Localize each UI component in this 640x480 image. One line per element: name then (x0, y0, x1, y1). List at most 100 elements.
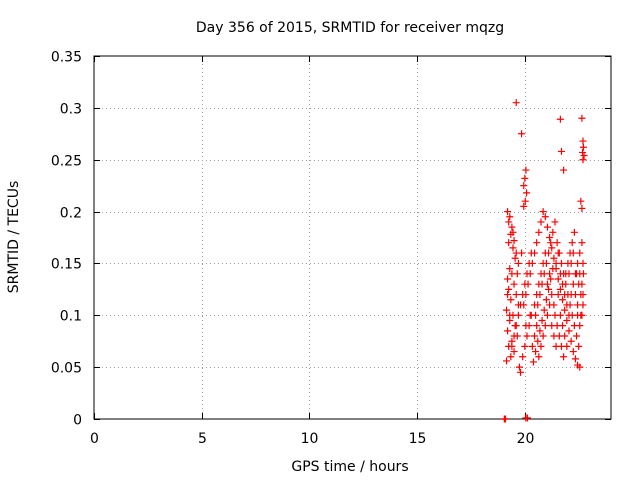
data-point (512, 99, 520, 107)
data-point (560, 353, 568, 361)
data-point (576, 249, 584, 257)
data-point (521, 174, 529, 182)
data-point (537, 342, 545, 350)
data-point (508, 342, 516, 350)
data-points (500, 99, 588, 423)
data-point (519, 353, 527, 361)
data-point (533, 322, 541, 330)
grid (94, 56, 611, 419)
axis-ticks: 0 0.05 0.1 0.15 0.2 0.25 0.3 0.35 0 5 10 15 20 (51, 50, 611, 447)
data-point (509, 244, 517, 252)
data-point (518, 249, 526, 257)
data-point (573, 332, 581, 340)
data-point (561, 306, 569, 314)
data-point (505, 218, 513, 226)
data-point (507, 353, 515, 361)
data-point (559, 322, 567, 330)
data-point (520, 202, 528, 210)
data-point (536, 291, 544, 299)
y-tick-label: 0.25 (51, 154, 82, 170)
data-point (533, 239, 541, 247)
data-point (501, 415, 509, 423)
data-point (522, 166, 530, 174)
data-point (554, 275, 562, 283)
data-point (553, 239, 561, 247)
data-point (546, 270, 554, 278)
data-point (504, 291, 512, 299)
y-tick-label: 0.35 (51, 50, 82, 66)
data-point (547, 275, 555, 283)
data-point (567, 337, 575, 345)
data-point (556, 115, 564, 123)
x-tick-label: 10 (301, 431, 319, 447)
data-point (522, 322, 530, 330)
data-point (578, 204, 586, 212)
data-point (531, 332, 539, 340)
data-point (551, 218, 559, 226)
data-point (541, 213, 549, 221)
data-point (554, 291, 562, 299)
x-tick-label: 0 (90, 431, 99, 447)
data-point (542, 296, 550, 304)
data-point (547, 239, 555, 247)
data-point (550, 332, 558, 340)
data-point (545, 285, 553, 293)
data-point (519, 291, 527, 299)
data-point (556, 311, 564, 319)
data-point (579, 156, 587, 164)
data-point (579, 137, 587, 145)
data-point (535, 353, 543, 361)
data-point (512, 322, 520, 330)
data-point (521, 280, 529, 288)
data-point (569, 348, 577, 356)
data-point (540, 306, 548, 314)
data-point (578, 280, 586, 288)
data-point (509, 228, 517, 236)
data-point (562, 280, 570, 288)
data-point (579, 143, 587, 151)
y-tick-label: 0.3 (60, 102, 82, 118)
data-point (579, 148, 587, 156)
data-point (570, 228, 578, 236)
data-point (514, 259, 522, 267)
data-point (517, 368, 525, 376)
data-point (504, 275, 512, 283)
data-point (548, 244, 556, 252)
data-point (508, 223, 516, 231)
data-point (538, 316, 546, 324)
data-point (534, 337, 542, 345)
data-point (525, 259, 533, 267)
data-point (580, 152, 588, 160)
data-point (549, 265, 557, 273)
data-point (561, 332, 569, 340)
x-tick-label: 15 (409, 431, 427, 447)
data-point (534, 301, 542, 309)
data-point (564, 291, 572, 299)
y-tick-label: 0.15 (51, 257, 82, 273)
data-point (574, 301, 582, 309)
data-point (543, 280, 551, 288)
data-point (514, 311, 522, 319)
data-point (528, 342, 536, 350)
data-point (579, 291, 587, 299)
data-point (577, 197, 585, 205)
data-point (503, 306, 511, 314)
data-point (510, 348, 518, 356)
data-point (550, 254, 558, 262)
data-point (512, 291, 520, 299)
data-point (511, 254, 519, 262)
data-point (541, 322, 549, 330)
data-point (523, 189, 531, 197)
data-point (536, 327, 544, 335)
data-point (504, 208, 512, 216)
data-point (552, 259, 560, 267)
x-tick-label: 20 (517, 431, 535, 447)
data-point (517, 301, 525, 309)
data-point (505, 285, 513, 293)
data-point (560, 166, 568, 174)
y-tick-label: 0.05 (51, 361, 82, 377)
plot-frame (93, 55, 612, 420)
data-point (506, 213, 514, 221)
data-point (510, 332, 518, 340)
